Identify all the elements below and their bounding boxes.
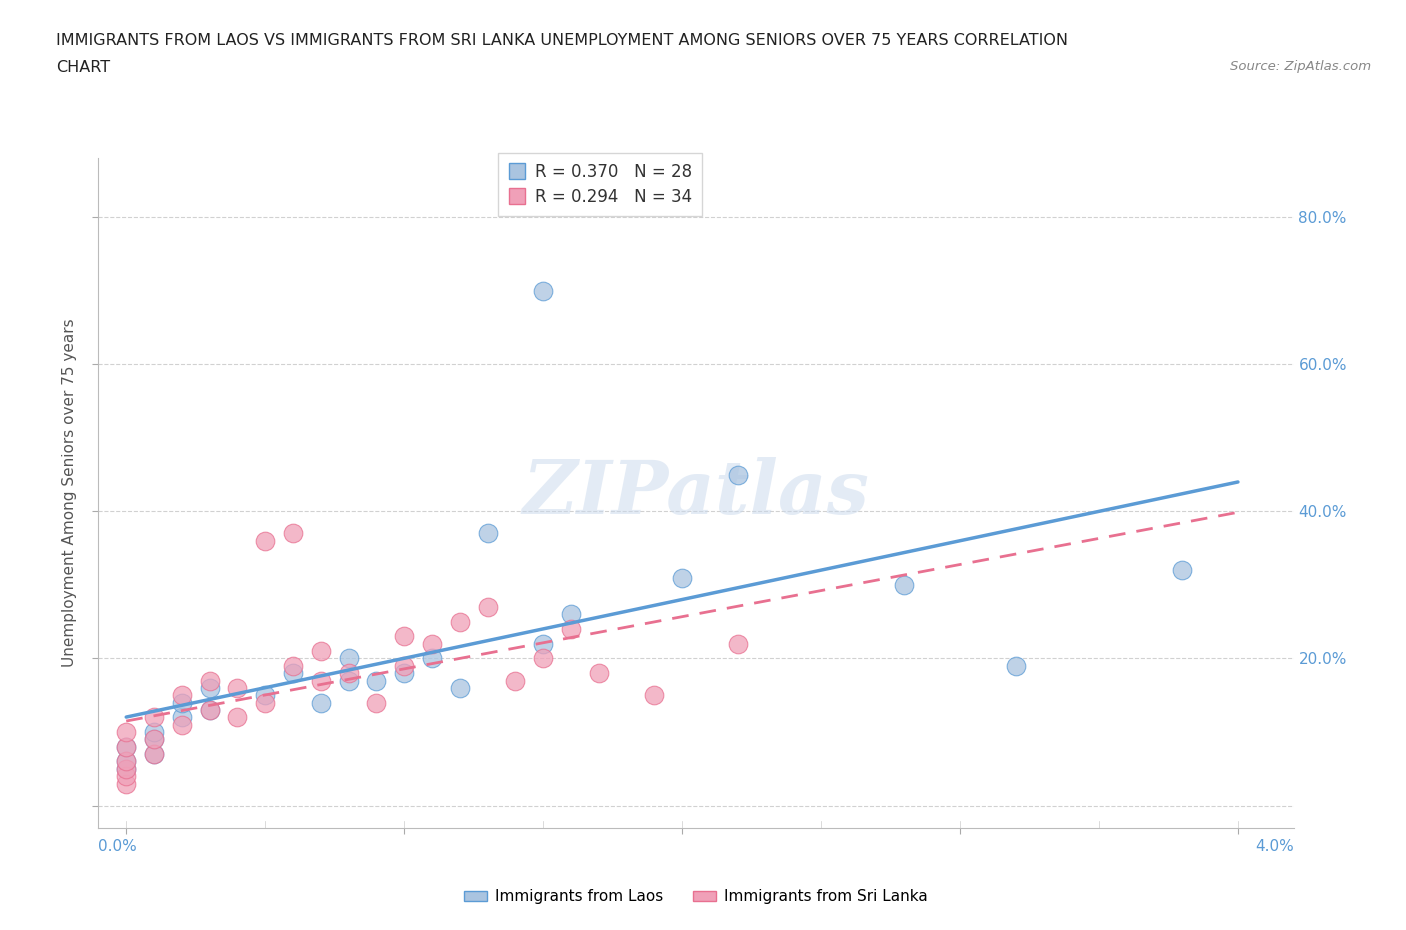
Point <box>198 673 221 688</box>
Point <box>170 695 193 710</box>
Point <box>115 777 138 791</box>
Point <box>254 688 277 703</box>
Point <box>115 762 138 777</box>
Point <box>226 710 249 724</box>
Text: IMMIGRANTS FROM LAOS VS IMMIGRANTS FROM SRI LANKA UNEMPLOYMENT AMONG SENIORS OVE: IMMIGRANTS FROM LAOS VS IMMIGRANTS FROM … <box>56 33 1069 47</box>
Point <box>392 666 415 681</box>
Point <box>1004 658 1026 673</box>
Point <box>281 526 304 541</box>
Text: 0.0%: 0.0% <box>98 839 138 854</box>
Point <box>366 695 388 710</box>
Point <box>198 681 221 696</box>
Point <box>727 636 749 651</box>
Point <box>531 651 554 666</box>
Point <box>337 651 360 666</box>
Legend: R = 0.370   N = 28, R = 0.294   N = 34: R = 0.370 N = 28, R = 0.294 N = 34 <box>499 153 702 216</box>
Point <box>281 666 304 681</box>
Point <box>643 688 665 703</box>
Point <box>143 724 166 739</box>
Point <box>143 747 166 762</box>
Text: CHART: CHART <box>56 60 110 75</box>
Point <box>588 666 610 681</box>
Point <box>143 732 166 747</box>
Point <box>560 621 582 636</box>
Point <box>477 600 499 615</box>
Point <box>115 754 138 769</box>
Point <box>254 695 277 710</box>
Point <box>477 526 499 541</box>
Point <box>143 732 166 747</box>
Text: Source: ZipAtlas.com: Source: ZipAtlas.com <box>1230 60 1371 73</box>
Point <box>392 629 415 644</box>
Point <box>727 467 749 482</box>
Point <box>254 533 277 548</box>
Point <box>198 702 221 717</box>
Point <box>392 658 415 673</box>
Point <box>115 754 138 769</box>
Text: ZIPatlas: ZIPatlas <box>523 457 869 529</box>
Point <box>170 717 193 732</box>
Point <box>115 762 138 777</box>
Point <box>531 636 554 651</box>
Point <box>420 636 443 651</box>
Point <box>281 658 304 673</box>
Point <box>531 283 554 298</box>
Point <box>420 651 443 666</box>
Point <box>143 747 166 762</box>
Point <box>1171 563 1194 578</box>
Point <box>115 739 138 754</box>
Point <box>198 702 221 717</box>
Point <box>560 607 582 622</box>
Point <box>115 769 138 784</box>
Point <box>309 695 332 710</box>
Point <box>337 673 360 688</box>
Point <box>449 681 471 696</box>
Point <box>309 644 332 658</box>
Point <box>170 710 193 724</box>
Point <box>226 681 249 696</box>
Point <box>505 673 527 688</box>
Point <box>366 673 388 688</box>
Point <box>449 614 471 629</box>
Point <box>337 666 360 681</box>
Point <box>671 570 693 585</box>
Point <box>143 710 166 724</box>
Point <box>893 578 915 592</box>
Point <box>115 739 138 754</box>
Point <box>115 724 138 739</box>
Point <box>309 673 332 688</box>
Y-axis label: Unemployment Among Seniors over 75 years: Unemployment Among Seniors over 75 years <box>62 319 77 667</box>
Text: 4.0%: 4.0% <box>1254 839 1294 854</box>
Point <box>170 688 193 703</box>
